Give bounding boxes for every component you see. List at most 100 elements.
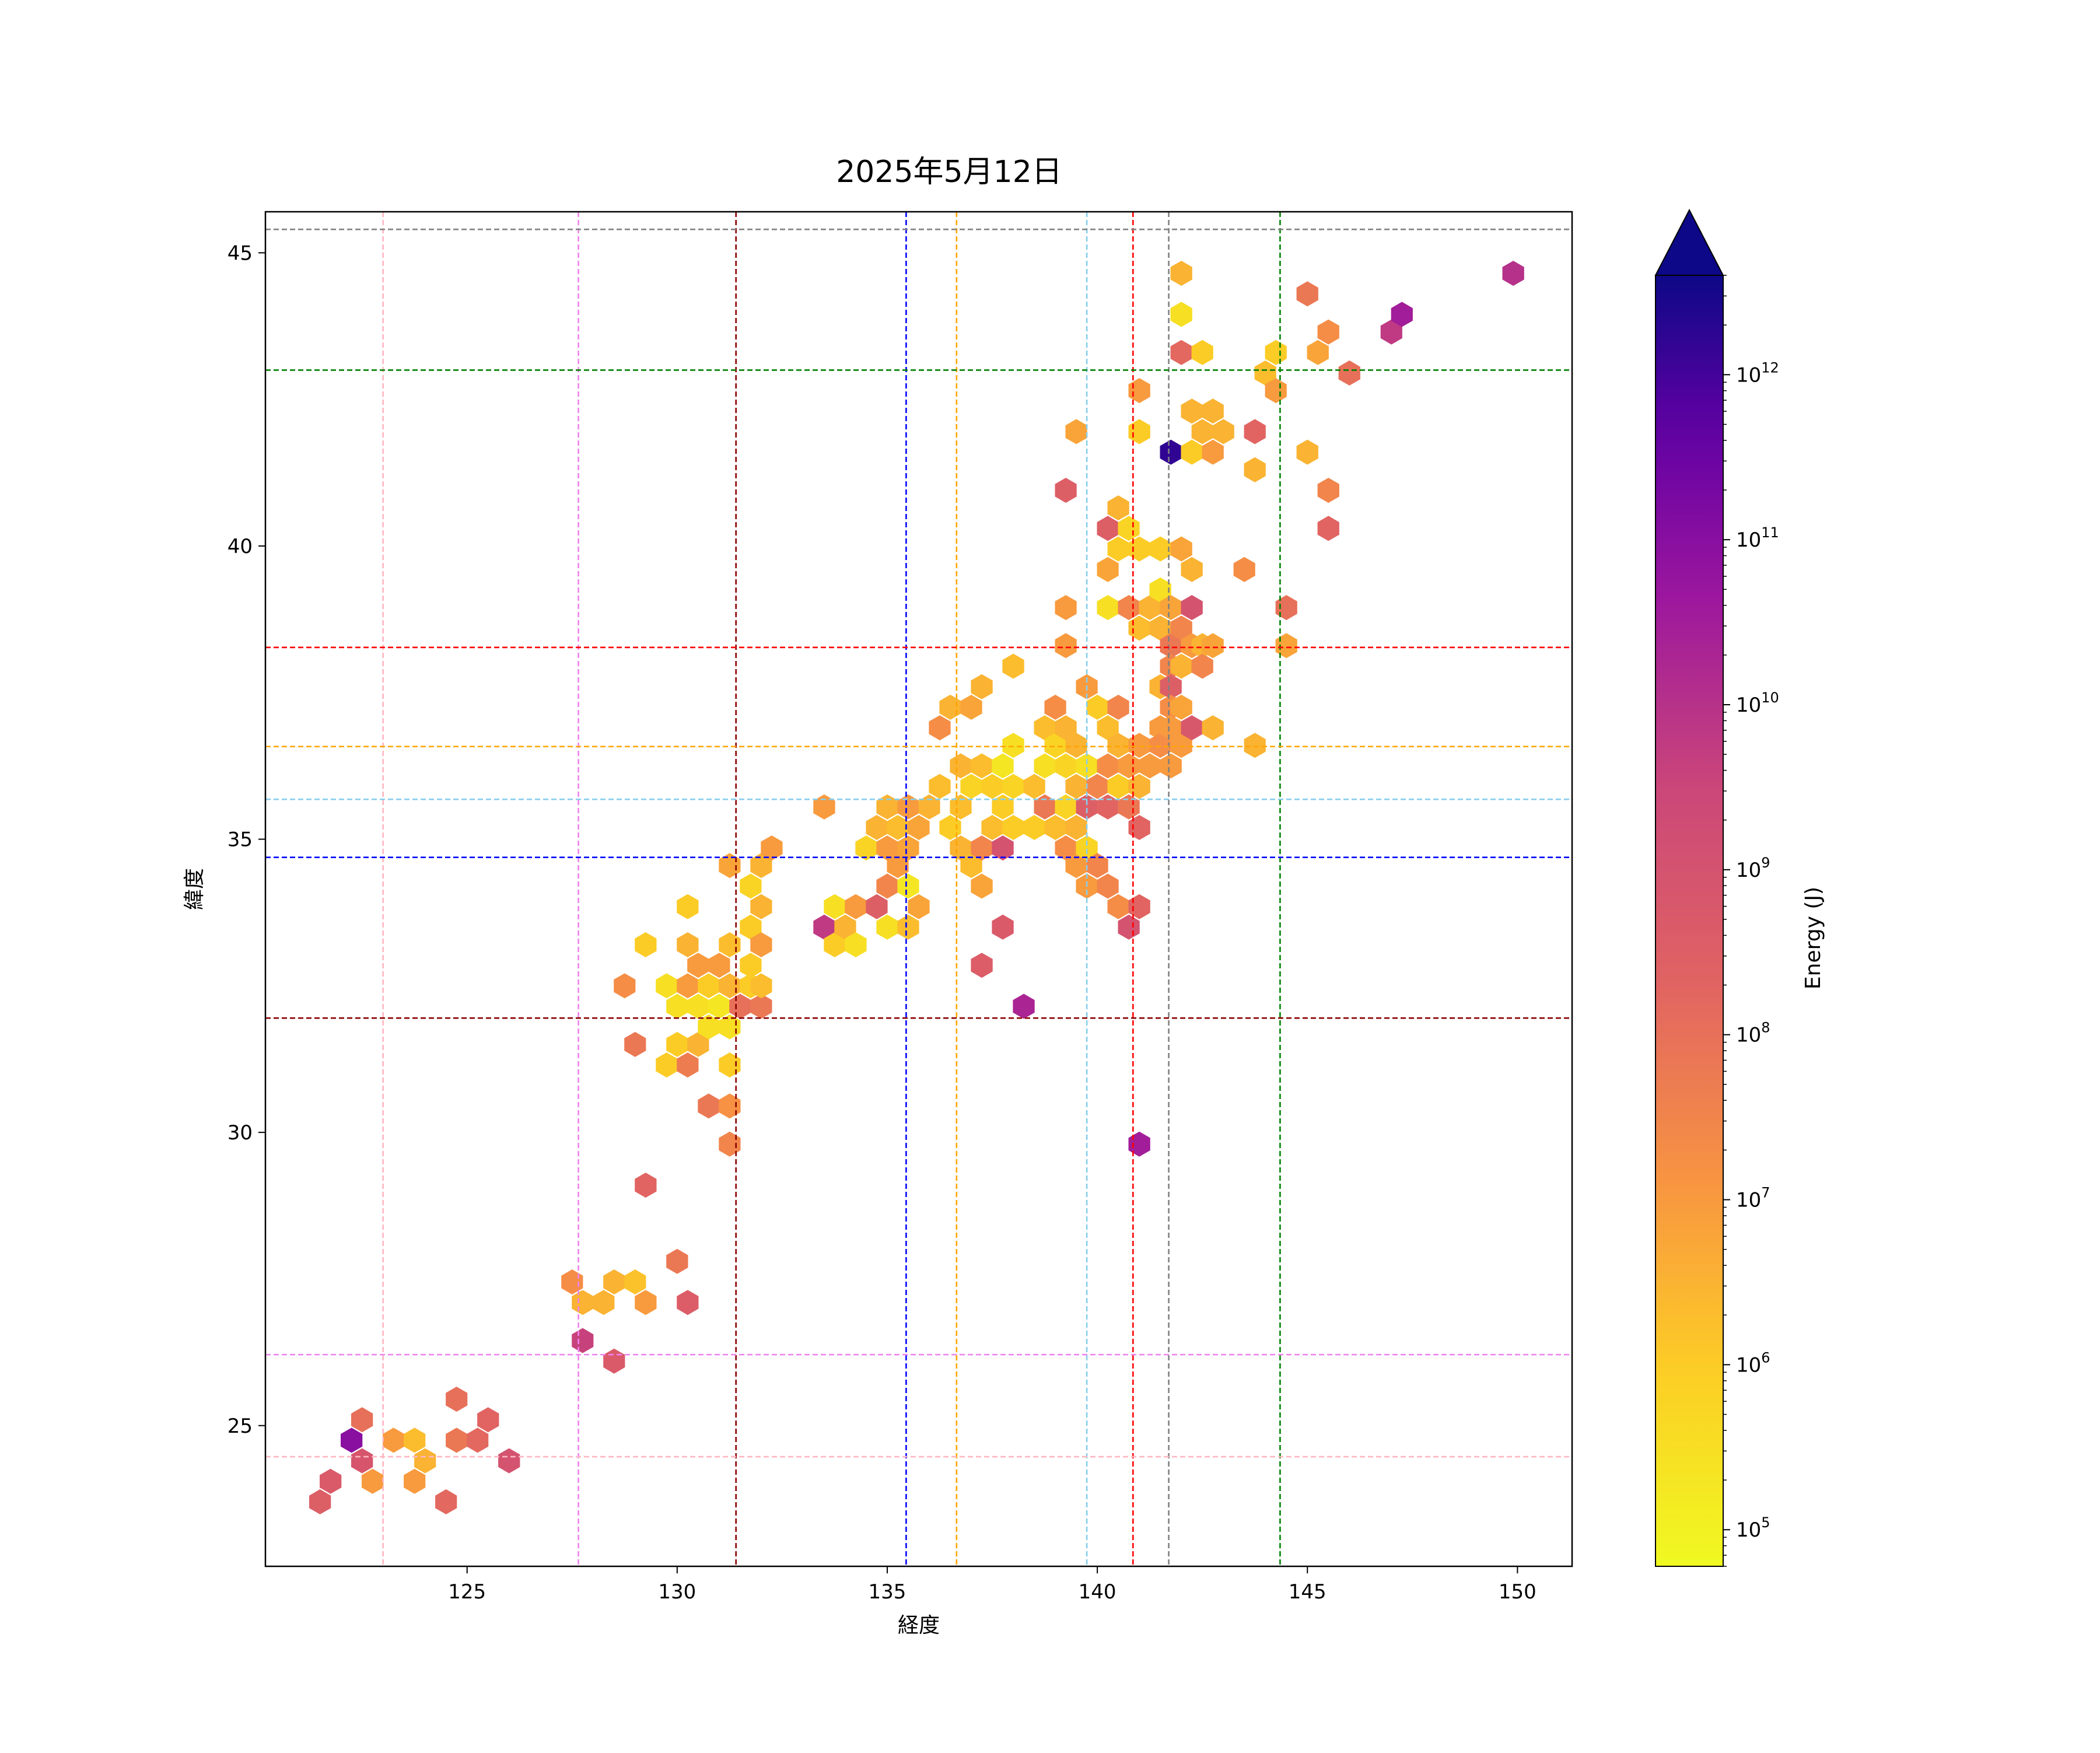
hex-bin <box>981 815 1003 840</box>
hex-bin <box>1002 733 1024 758</box>
hex-bin <box>813 794 835 820</box>
hex-bin <box>1034 794 1056 820</box>
hex-bin <box>971 953 993 978</box>
hex-bin <box>320 1468 342 1494</box>
hex-bin <box>897 873 919 899</box>
hex-bin <box>971 674 993 699</box>
hex-bin <box>404 1427 426 1453</box>
hex-bin <box>383 1427 405 1453</box>
hex-bin <box>1149 615 1171 641</box>
colorbar-tick-label: 105 <box>1736 1514 1770 1542</box>
hex-bin <box>1191 340 1213 365</box>
colorbar: 105 106 107 108 109 1010 1011 1012 Energy (J) <box>1654 208 1825 1567</box>
y-tick-label: 30 <box>228 1121 253 1145</box>
hex-bin <box>414 1448 436 1474</box>
hex-bin <box>1086 694 1108 720</box>
hex-bin <box>362 1468 384 1494</box>
hex-bin <box>1034 715 1056 741</box>
hex-bin <box>1181 715 1203 741</box>
hex-bin <box>992 794 1014 820</box>
hex-bin <box>1097 516 1119 541</box>
colorbar-label: Energy (J) <box>1801 887 1825 989</box>
hex-bin <box>866 815 888 840</box>
hex-bin <box>1097 794 1119 820</box>
hex-bin <box>950 835 972 861</box>
hex-bin <box>824 932 846 957</box>
hex-bin <box>1128 894 1150 919</box>
hex-bin <box>1107 774 1129 799</box>
hex-bin <box>708 993 730 1019</box>
hex-bin <box>1191 419 1213 445</box>
colorbar-tick-label: 1012 <box>1736 359 1779 387</box>
y-axis-label: 緯度 <box>183 868 206 910</box>
hex-bin <box>740 914 762 940</box>
hex-bin <box>750 894 772 919</box>
hex-bin <box>950 753 972 779</box>
hex-bin <box>341 1427 363 1453</box>
hex-bin <box>876 835 898 861</box>
hex-bin <box>1202 439 1224 465</box>
hex-bin <box>719 1131 741 1157</box>
hex-bin <box>719 932 741 957</box>
hex-bin <box>635 1290 657 1315</box>
hex-bin <box>1023 815 1045 840</box>
hex-bin <box>1202 398 1224 424</box>
colorbar-tick-label: 106 <box>1736 1349 1770 1377</box>
x-tick-label: 125 <box>448 1580 486 1604</box>
hex-bin <box>1160 595 1182 620</box>
hex-bin <box>750 853 772 879</box>
hex-bin <box>687 953 709 978</box>
colorbar-tick-label: 108 <box>1736 1020 1770 1047</box>
hex-bin <box>1013 993 1035 1019</box>
hex-bin <box>1181 439 1203 465</box>
plot-frame <box>264 211 1573 1567</box>
hex-bin <box>719 1093 741 1119</box>
hex-bin <box>1097 557 1119 582</box>
hex-bin <box>887 815 909 840</box>
hex-bin <box>1181 557 1203 582</box>
hex-bin <box>677 894 699 919</box>
hex-bin <box>950 794 972 820</box>
hex-bin <box>1275 633 1297 659</box>
hex-bin <box>1055 633 1077 659</box>
hex-bin <box>971 753 993 779</box>
hex-bin <box>1107 694 1129 720</box>
hex-bin <box>897 835 919 861</box>
hex-bin <box>1317 478 1339 503</box>
hex-bin <box>561 1269 583 1294</box>
hex-bin <box>971 835 993 861</box>
hex-bin <box>1023 774 1045 799</box>
hex-bin <box>1065 733 1087 758</box>
hex-bin <box>1097 715 1119 741</box>
hex-bin <box>876 794 898 820</box>
x-axis-label: 経度 <box>898 1614 940 1637</box>
hex-bin <box>992 914 1014 940</box>
hex-bin <box>1055 715 1077 741</box>
y-tick-label: 35 <box>228 828 253 852</box>
hex-bin <box>876 914 898 940</box>
hex-bin <box>1034 753 1056 779</box>
hex-bin <box>1191 653 1213 679</box>
hex-bin <box>1107 536 1129 562</box>
hex-bin <box>1128 419 1150 445</box>
hex-bin <box>1244 733 1266 758</box>
hex-bin <box>960 694 982 720</box>
hex-bin <box>929 715 951 741</box>
hex-bin <box>813 914 835 940</box>
hex-bin <box>719 973 741 999</box>
x-tick-label: 130 <box>658 1580 696 1604</box>
hex-bin <box>677 973 699 999</box>
hex-bin <box>1128 615 1150 641</box>
hex-bin <box>1170 733 1192 758</box>
hex-bin <box>1502 261 1524 286</box>
hex-bin <box>1065 853 1087 879</box>
hex-bin <box>1170 340 1192 365</box>
hex-bin <box>446 1427 468 1453</box>
x-axis: 125 130 135 140 145 150 <box>448 1566 1536 1604</box>
hex-bin <box>1107 495 1129 521</box>
hex-bin <box>603 1269 625 1294</box>
hex-bin <box>687 1031 709 1057</box>
hex-bin <box>1128 774 1150 799</box>
hex-bin <box>1160 753 1182 779</box>
